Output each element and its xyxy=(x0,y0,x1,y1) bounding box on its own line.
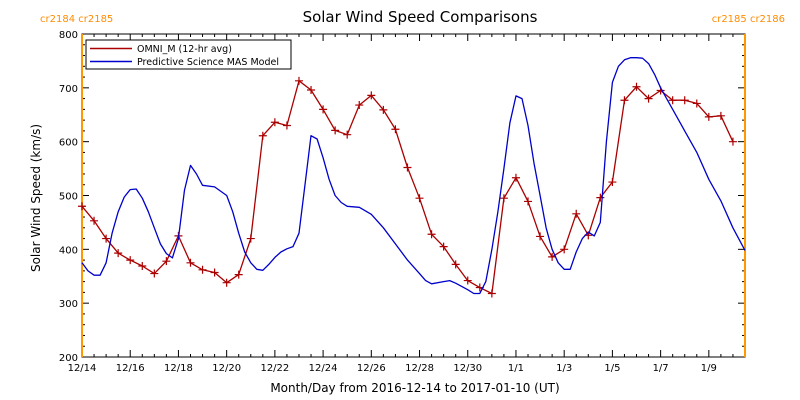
data-point-omni xyxy=(403,163,412,172)
legend-label-omni: OMNI_M (12-hr avg) xyxy=(137,44,232,55)
data-point-omni xyxy=(307,85,316,94)
data-point-omni xyxy=(680,96,689,105)
data-point-omni xyxy=(162,257,171,266)
data-point-omni xyxy=(548,252,557,261)
carrington-label-right: cr2185 cr2186 xyxy=(712,14,785,25)
y-tick-label: 600 xyxy=(59,138,78,149)
data-point-omni xyxy=(572,209,581,218)
data-point-omni xyxy=(270,118,279,127)
data-point-omni xyxy=(608,178,617,187)
data-point-omni xyxy=(632,82,641,91)
plot-area: 200 300 400 500 600 700 800 12/14 12/16 12/18 12/2… xyxy=(59,30,746,374)
data-point-omni xyxy=(102,234,111,243)
data-point-omni xyxy=(90,216,99,225)
data-point-omni xyxy=(596,193,605,202)
data-point-omni xyxy=(536,232,545,241)
x-tick-label: 1/1 xyxy=(508,363,524,374)
x-tick-label: 12/16 xyxy=(116,363,145,374)
x-tick-label: 12/28 xyxy=(405,363,434,374)
data-point-omni xyxy=(415,194,424,203)
legend-label-model: Predictive Science MAS Model xyxy=(137,57,279,68)
data-point-omni xyxy=(427,230,436,239)
x-tick-label: 12/30 xyxy=(453,363,482,374)
data-point-omni xyxy=(186,258,195,267)
x-tick-label: 12/22 xyxy=(260,363,289,374)
data-point-omni xyxy=(379,105,388,114)
y-tick-label: 700 xyxy=(59,84,78,95)
data-point-omni xyxy=(644,94,653,103)
y-tick-label: 500 xyxy=(59,192,78,203)
x-tick-label: 1/9 xyxy=(701,363,717,374)
x-tick-label: 12/26 xyxy=(357,363,386,374)
data-point-omni xyxy=(282,121,291,130)
data-point-omni xyxy=(114,249,123,258)
data-point-omni xyxy=(728,137,737,146)
data-point-omni xyxy=(355,101,364,110)
data-point-omni xyxy=(560,245,569,254)
data-point-omni xyxy=(487,289,496,298)
y-tick-label: 300 xyxy=(59,299,78,310)
data-point-omni xyxy=(716,111,725,120)
data-point-omni xyxy=(499,194,508,203)
data-point-omni xyxy=(78,202,86,211)
data-point-omni xyxy=(704,112,713,121)
data-point-omni xyxy=(463,276,472,285)
data-point-omni xyxy=(198,265,207,274)
data-point-omni xyxy=(234,270,243,279)
data-point-omni xyxy=(343,130,352,139)
data-point-omni xyxy=(451,260,460,269)
data-point-omni xyxy=(210,268,219,277)
x-tick-label: 1/5 xyxy=(604,363,620,374)
data-point-omni xyxy=(668,96,677,105)
x-tick-label: 12/14 xyxy=(68,363,97,374)
x-tick-label: 12/18 xyxy=(164,363,193,374)
carrington-label-left: cr2184 cr2185 xyxy=(40,14,113,25)
data-point-omni xyxy=(126,256,135,265)
data-point-omni xyxy=(150,269,159,278)
y-axis-title: Solar Wind Speed (km/s) xyxy=(29,124,43,272)
data-point-omni xyxy=(331,126,340,135)
data-point-omni xyxy=(524,197,533,206)
data-point-omni xyxy=(367,91,376,100)
legend: OMNI_M (12-hr avg) Predictive Science MA… xyxy=(85,39,292,70)
data-point-omni xyxy=(620,96,629,105)
x-axis-title: Month/Day from 2016-12-14 to 2017-01-10 … xyxy=(270,381,559,395)
y-tick-label: 400 xyxy=(59,245,78,256)
data-point-omni xyxy=(294,76,303,85)
y-tick-label: 200 xyxy=(59,353,78,364)
data-point-omni xyxy=(511,173,520,182)
data-point-omni xyxy=(391,125,400,134)
y-tick-label: 800 xyxy=(59,30,78,41)
data-point-omni xyxy=(246,234,255,243)
data-point-omni xyxy=(319,105,328,114)
data-point-omni xyxy=(222,278,231,287)
data-point-omni xyxy=(692,99,701,108)
data-point-omni xyxy=(439,242,448,251)
x-tick-label: 12/20 xyxy=(212,363,241,374)
x-tick-label: 12/24 xyxy=(309,363,338,374)
data-point-omni xyxy=(258,131,267,140)
x-tick-label: 1/7 xyxy=(653,363,669,374)
x-tick-label: 1/3 xyxy=(556,363,572,374)
legend-box xyxy=(85,39,292,70)
chart-title: Solar Wind Speed Comparisons xyxy=(303,8,538,26)
data-point-omni xyxy=(138,262,147,271)
series-line-model xyxy=(81,57,746,295)
